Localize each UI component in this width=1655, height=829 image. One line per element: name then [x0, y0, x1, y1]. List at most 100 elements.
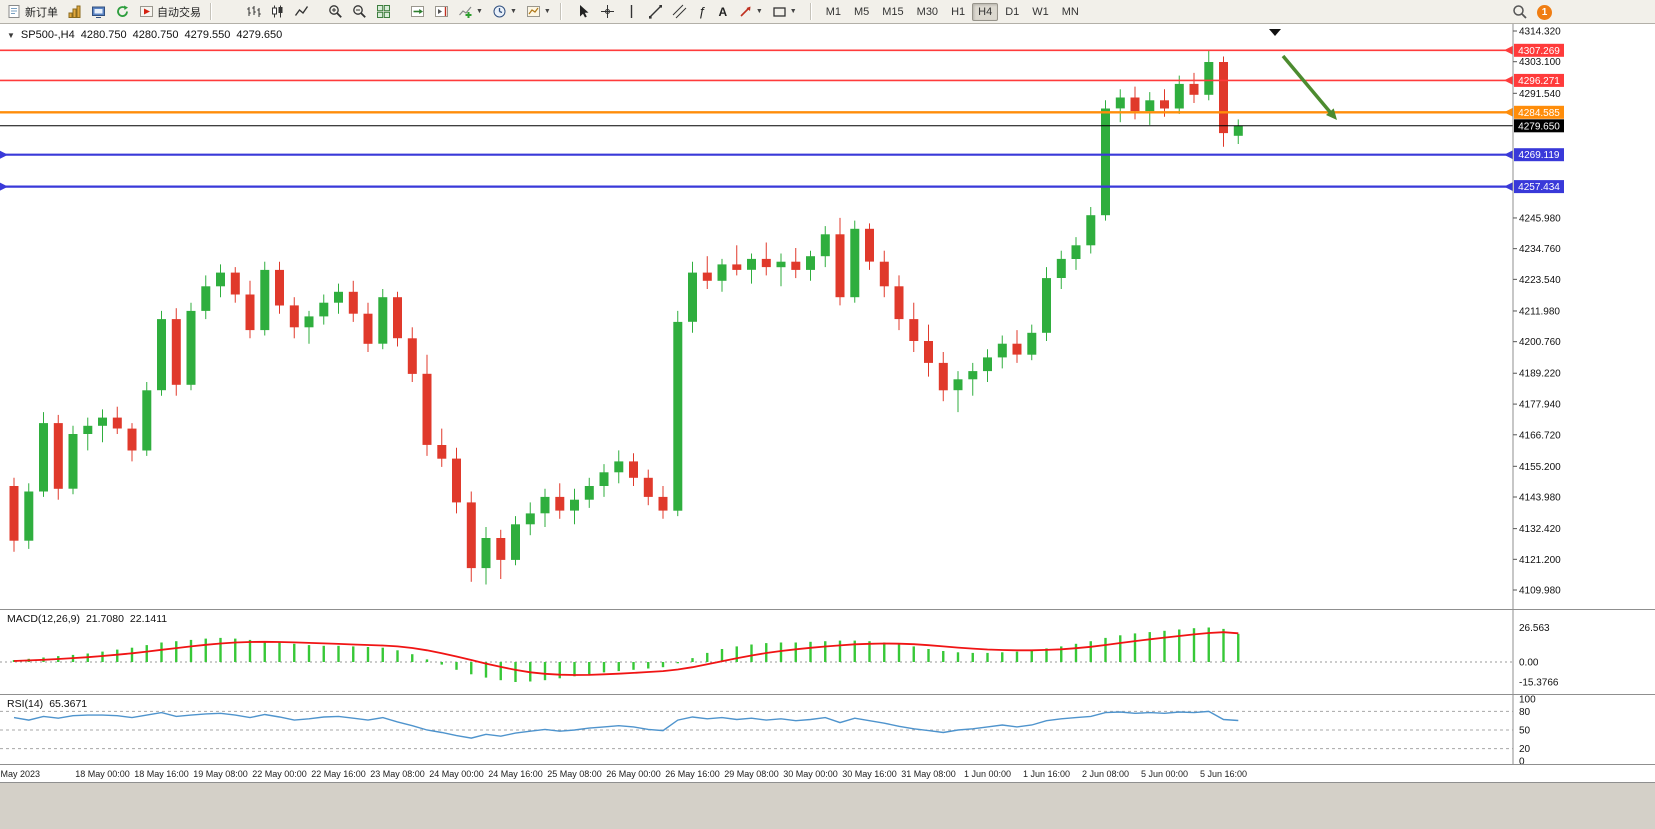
chevron-down-icon: ▼: [789, 8, 797, 15]
periods-button[interactable]: ▼: [488, 2, 521, 22]
svg-text:0: 0: [1519, 757, 1525, 765]
chart-legend: ▼ SP500-,H4 4280.750 4280.750 4279.550 4…: [7, 29, 282, 41]
svg-text:4257.434: 4257.434: [1518, 182, 1560, 193]
notification-badge[interactable]: 1: [1537, 4, 1552, 20]
vertical-line-tool-button[interactable]: [620, 2, 643, 22]
panel-separator[interactable]: [0, 764, 1655, 765]
auto-scroll-button[interactable]: [406, 2, 429, 22]
time-axis-label: 22 May 16:00: [311, 769, 366, 779]
channel-tool-button[interactable]: [668, 2, 691, 22]
time-axis-label: 22 May 00:00: [252, 769, 307, 779]
new-order-label: 新订单: [25, 6, 58, 19]
svg-text:4269.119: 4269.119: [1519, 150, 1560, 161]
window-bottom-area: [0, 782, 1655, 829]
svg-text:4307.269: 4307.269: [1518, 46, 1560, 57]
svg-text:4303.100: 4303.100: [1519, 57, 1561, 68]
candlestick-mode-button[interactable]: [266, 2, 289, 22]
panel-separator[interactable]: [0, 609, 1655, 610]
trendline-icon: [648, 5, 662, 19]
low-value: 4279.550: [184, 29, 231, 41]
timeframe-m1-button[interactable]: M1: [820, 3, 847, 21]
chart-shift-icon: [435, 6, 448, 17]
crosshair-tool-button[interactable]: [596, 2, 619, 22]
auto-trading-icon: [140, 6, 153, 17]
tile-windows-button[interactable]: [372, 2, 395, 22]
cursor-tool-button[interactable]: [572, 2, 595, 22]
svg-text:4132.420: 4132.420: [1519, 524, 1561, 535]
trendline-tool-button[interactable]: [644, 2, 667, 22]
refresh-button[interactable]: [111, 2, 134, 22]
timeframe-d1-button[interactable]: D1: [999, 3, 1025, 21]
charts-window-button[interactable]: [63, 2, 86, 22]
terminal-button[interactable]: [87, 2, 110, 22]
timeframe-w1-button[interactable]: W1: [1026, 3, 1055, 21]
bar-stats-icon: [68, 5, 81, 18]
timeframe-h1-button[interactable]: H1: [945, 3, 971, 21]
macd-name: MACD(12,26,9): [7, 613, 80, 625]
bar-chart-mode-button[interactable]: [242, 2, 265, 22]
timeframe-m30-button[interactable]: M30: [911, 3, 944, 21]
new-order-button[interactable]: 新订单: [3, 2, 62, 22]
time-axis-label: 24 May 16:00: [488, 769, 543, 779]
high-value: 4280.750: [132, 29, 179, 41]
time-axis-label: 25 May 08:00: [547, 769, 602, 779]
text-tool-button[interactable]: A: [713, 2, 733, 22]
svg-text:0.00: 0.00: [1519, 658, 1539, 669]
auto-trading-label: 自动交易: [157, 6, 201, 19]
svg-text:4291.540: 4291.540: [1519, 89, 1561, 100]
fibonacci-tool-button[interactable]: ƒ: [692, 2, 712, 22]
symbol-period-label: SP500-,H4: [20, 29, 75, 41]
time-axis-label: 19 May 08:00: [193, 769, 248, 779]
zoom-out-icon: [353, 5, 366, 18]
indicators-button[interactable]: ▼: [454, 2, 487, 22]
auto-scroll-icon: [411, 6, 424, 17]
arrows-tool-button[interactable]: ▼: [734, 2, 767, 22]
time-axis-label: 18 May 00:00: [75, 769, 130, 779]
terminal-icon: [92, 6, 105, 18]
search-icon[interactable]: [1512, 4, 1528, 20]
open-value: 4280.750: [80, 29, 127, 41]
one-click-trading-toggle[interactable]: ▼: [7, 30, 15, 40]
time-axis-label: 18 May 16:00: [134, 769, 189, 779]
svg-text:4223.540: 4223.540: [1519, 275, 1561, 286]
templates-button[interactable]: ▼: [522, 2, 555, 22]
text-tool-icon: A: [718, 4, 728, 19]
svg-text:4109.980: 4109.980: [1519, 586, 1561, 597]
chart-shift-button[interactable]: [430, 2, 453, 22]
svg-text:80: 80: [1519, 707, 1531, 718]
time-axis[interactable]: 17 May 2023 18 May 00:00 18 May 16:00 19 Ma…: [0, 765, 1655, 782]
rsi-value: 65.3671: [49, 698, 88, 710]
svg-text:4166.720: 4166.720: [1519, 430, 1561, 441]
line-chart-mode-button[interactable]: [290, 2, 313, 22]
svg-text:4296.271: 4296.271: [1518, 76, 1560, 87]
auto-trading-button[interactable]: 自动交易: [135, 2, 205, 22]
svg-text:26.563: 26.563: [1519, 623, 1550, 634]
clock-icon: [493, 5, 506, 18]
toolbar-separator: [210, 3, 211, 20]
toolbar-separator: [559, 3, 561, 20]
svg-text:4189.220: 4189.220: [1519, 369, 1561, 380]
ohlc-bars-icon: [247, 6, 261, 17]
timeframe-m5-button[interactable]: M5: [848, 3, 875, 21]
shapes-tool-button[interactable]: ▼: [768, 2, 801, 22]
close-value: 4279.650: [236, 29, 283, 41]
zoom-out-button[interactable]: [348, 2, 371, 22]
timeframe-mn-button[interactable]: MN: [1056, 3, 1085, 21]
time-axis-label: 5 Jun 00:00: [1140, 769, 1189, 779]
channel-icon: [672, 4, 687, 19]
svg-text:50: 50: [1519, 726, 1531, 737]
template-icon: [526, 6, 540, 17]
svg-text:4284.585: 4284.585: [1518, 108, 1560, 119]
timeframe-h4-button[interactable]: H4: [972, 2, 999, 21]
toolbar-separator: [809, 3, 811, 20]
panel-separator[interactable]: [0, 694, 1655, 695]
macd-main-value: 21.7080: [85, 613, 124, 625]
main-chart[interactable]: 4314.320 4303.100 4291.540 4245.980 4234.760…: [0, 24, 1655, 609]
chevron-down-icon: ▼: [543, 8, 551, 15]
macd-panel[interactable]: 26.563 0.00 -15.3766: [0, 610, 1655, 694]
toolbar-right-cluster: 1: [1512, 4, 1552, 20]
timeframe-m15-button[interactable]: M15: [876, 3, 909, 21]
zoom-in-button[interactable]: [324, 2, 347, 22]
chevron-down-icon: ▼: [476, 8, 483, 15]
